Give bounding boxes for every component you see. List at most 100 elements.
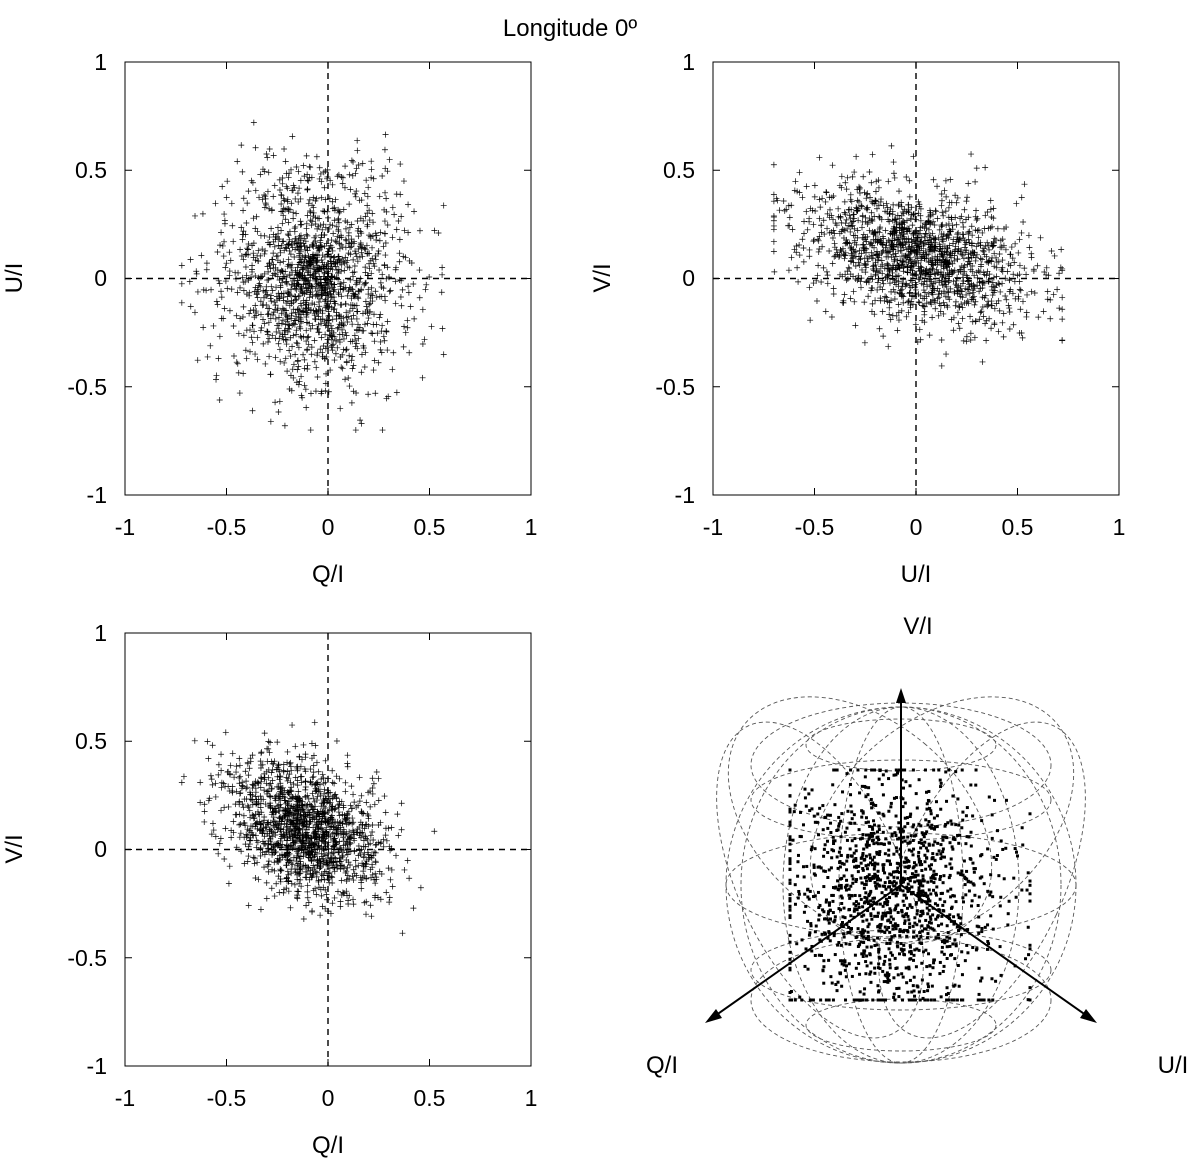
- data-point: [354, 218, 361, 225]
- data-point: [962, 859, 966, 863]
- data-point: [822, 847, 826, 851]
- data-point: [303, 306, 310, 313]
- data-point: [816, 154, 823, 161]
- data-point: [281, 146, 288, 153]
- data-point: [399, 286, 406, 293]
- data-point: [380, 243, 387, 250]
- data-point: [303, 347, 310, 354]
- data-point: [941, 969, 945, 973]
- data-point: [218, 751, 225, 758]
- data-point: [245, 251, 252, 258]
- data-point: [976, 268, 983, 275]
- data-point: [240, 279, 247, 286]
- data-point: [878, 956, 882, 960]
- data-point: [929, 812, 933, 816]
- data-point: [379, 427, 386, 434]
- data-point: [366, 265, 373, 272]
- data-point: [321, 355, 328, 362]
- data-point: [896, 188, 903, 195]
- data-point: [263, 150, 270, 157]
- data-point: [279, 175, 286, 182]
- data-point: [332, 350, 339, 357]
- data-point: [286, 322, 293, 329]
- data-point: [852, 263, 859, 270]
- data-point: [354, 137, 361, 144]
- data-point: [373, 294, 380, 301]
- data-point: [373, 236, 380, 243]
- data-point: [1011, 259, 1018, 266]
- data-point: [1012, 240, 1019, 247]
- data-point: [323, 263, 330, 270]
- data-point: [300, 297, 307, 304]
- data-point: [329, 316, 336, 323]
- data-point: [1059, 294, 1066, 301]
- data-point: [884, 887, 888, 891]
- data-point: [275, 762, 282, 769]
- data-point: [255, 247, 262, 254]
- data-point: [923, 840, 927, 844]
- data-point: [888, 142, 895, 149]
- data-point: [327, 221, 334, 228]
- data-point: [250, 307, 257, 314]
- data-point: [219, 242, 226, 249]
- data-point: [340, 346, 347, 353]
- data-point: [431, 828, 438, 835]
- data-point: [384, 318, 391, 325]
- data-point: [230, 818, 237, 825]
- data-point: [226, 307, 233, 314]
- data-point: [285, 241, 292, 248]
- data-point: [365, 315, 372, 322]
- data-point: [218, 229, 225, 236]
- data-point: [261, 191, 268, 198]
- data-point: [277, 245, 284, 252]
- data-point: [328, 237, 335, 244]
- data-point: [300, 162, 307, 169]
- data-point: [348, 783, 355, 790]
- data-point: [194, 357, 201, 364]
- data-point: [298, 373, 305, 380]
- data-point: [868, 179, 875, 186]
- data-point: [929, 926, 933, 930]
- data-point: [863, 775, 867, 779]
- data-point: [799, 194, 806, 201]
- data-point: [376, 193, 383, 200]
- data-point: [1019, 298, 1026, 305]
- data-point: [337, 232, 344, 239]
- data-point: [379, 173, 386, 180]
- data-point: [335, 801, 342, 808]
- data-point: [213, 376, 220, 383]
- data-point: [337, 405, 344, 412]
- data-point: [426, 274, 433, 281]
- data-point: [419, 374, 426, 381]
- data-point: [335, 311, 342, 318]
- data-point: [304, 362, 311, 369]
- data-point: [314, 349, 321, 356]
- data-point: [266, 749, 273, 756]
- data-point: [381, 206, 388, 213]
- data-point: [788, 823, 792, 827]
- data-point: [290, 361, 297, 368]
- data-point: [332, 791, 339, 798]
- data-point: [275, 230, 282, 237]
- data-point: [311, 358, 318, 365]
- data-point: [232, 269, 239, 276]
- data-point: [324, 340, 331, 347]
- data-point: [355, 233, 362, 240]
- data-point: [280, 889, 287, 896]
- data-point: [307, 390, 314, 397]
- data-point: [798, 810, 802, 814]
- data-point: [315, 768, 322, 775]
- data-point: [277, 282, 284, 289]
- data-point: [1006, 309, 1013, 316]
- data-point: [299, 308, 306, 315]
- data-point: [878, 257, 885, 264]
- data-point: [382, 240, 389, 247]
- data-point: [356, 279, 363, 286]
- data-point: [350, 158, 357, 165]
- data-point: [307, 288, 314, 295]
- data-point: [891, 256, 898, 263]
- data-point: [336, 208, 343, 215]
- data-point: [274, 307, 281, 314]
- data-point: [883, 852, 887, 856]
- data-point: [216, 397, 223, 404]
